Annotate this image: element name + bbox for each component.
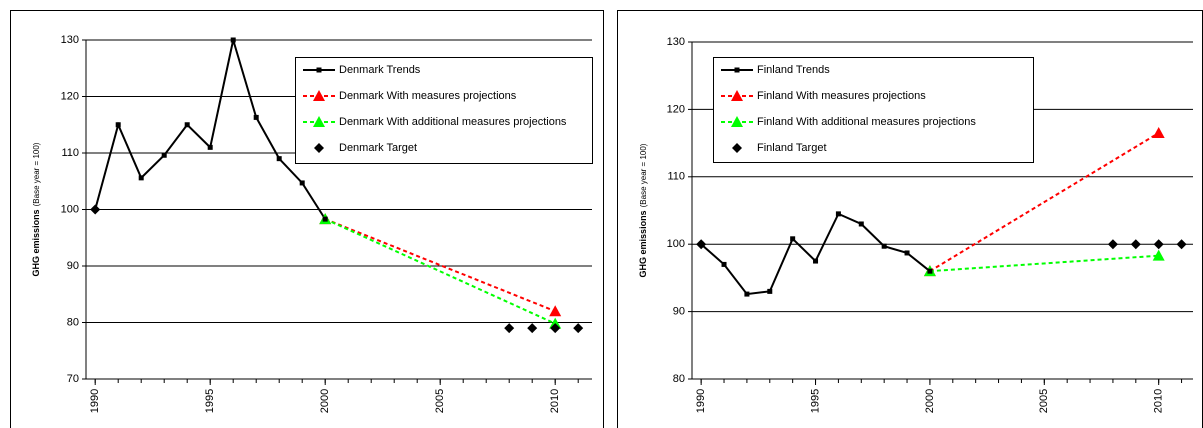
legend-label: Denmark Target xyxy=(339,142,417,154)
legend-label: Denmark With additional measures project… xyxy=(339,116,567,128)
y-tick-label: 110 xyxy=(61,147,79,159)
marker xyxy=(549,305,562,317)
legend-box xyxy=(713,57,1034,163)
series-line xyxy=(929,254,1159,273)
series-line xyxy=(324,218,556,313)
y-tick-label: 100 xyxy=(61,203,79,215)
x-tick-label: 2000 xyxy=(319,389,331,413)
legend-marker xyxy=(731,116,743,127)
y-axis-label-main: GHG emissions xyxy=(638,210,648,277)
marker xyxy=(698,241,704,247)
x-tick-label: 2000 xyxy=(924,389,936,413)
x-tick-label: 2005 xyxy=(434,389,446,413)
legend-box xyxy=(295,57,593,164)
y-tick-label: 130 xyxy=(61,34,79,46)
marker xyxy=(767,288,773,294)
marker xyxy=(1130,239,1141,250)
marker xyxy=(504,323,515,334)
x-tick-label: 1995 xyxy=(204,389,216,413)
y-tick-label: 100 xyxy=(667,238,685,250)
y-tick-label: 90 xyxy=(673,306,685,318)
marker xyxy=(881,243,887,249)
marker xyxy=(858,221,864,227)
y-tick-label: 120 xyxy=(61,90,79,102)
marker xyxy=(138,175,144,181)
legend-marker xyxy=(316,67,322,73)
marker xyxy=(322,216,328,222)
marker xyxy=(230,37,236,43)
marker xyxy=(527,323,538,334)
y-axis-label-main: GHG emissions xyxy=(31,209,41,276)
legend-label: Denmark Trends xyxy=(339,64,421,76)
legend-marker xyxy=(313,116,325,127)
x-tick-label: 1990 xyxy=(695,389,707,413)
y-tick-label: 80 xyxy=(67,316,79,328)
series-line xyxy=(324,218,556,325)
y-tick-label: 90 xyxy=(67,260,79,272)
legend-marker xyxy=(732,143,742,153)
legend-label: Finland With measures projections xyxy=(757,90,926,102)
marker xyxy=(790,236,796,242)
x-tick-label: 2010 xyxy=(1153,389,1165,413)
marker xyxy=(721,261,727,267)
legend-label: Finland With additional measures project… xyxy=(757,116,976,128)
y-tick-label: 110 xyxy=(667,171,685,183)
marker xyxy=(1107,239,1118,250)
legend-label: Finland Target xyxy=(757,142,827,154)
y-axis-label-note: (Base year = 100) xyxy=(639,143,648,207)
marker xyxy=(550,323,561,334)
marker xyxy=(115,122,121,128)
legend-marker xyxy=(731,90,743,101)
x-tick-label: 1995 xyxy=(809,389,821,413)
marker xyxy=(1152,249,1165,261)
y-tick-label: 80 xyxy=(673,373,685,385)
y-axis-label: GHG emissions (Base year = 100) xyxy=(638,143,650,277)
marker xyxy=(253,114,259,120)
x-tick-label: 2010 xyxy=(549,389,561,413)
marker xyxy=(207,144,213,150)
legend-label: Finland Trends xyxy=(757,64,830,76)
marker xyxy=(1152,126,1165,138)
series-line xyxy=(929,132,1160,273)
y-tick-label: 70 xyxy=(67,373,79,385)
y-axis-label: GHG emissions (Base year = 100) xyxy=(31,142,43,276)
legend-marker xyxy=(314,143,324,153)
marker xyxy=(276,156,282,162)
y-tick-label: 130 xyxy=(667,36,685,48)
marker xyxy=(813,258,819,264)
x-tick-label: 2005 xyxy=(1038,389,1050,413)
marker xyxy=(835,211,841,217)
marker xyxy=(161,152,167,158)
marker xyxy=(1176,239,1187,250)
marker xyxy=(927,268,933,274)
marker xyxy=(184,122,190,128)
legend-label: Denmark With measures projections xyxy=(339,90,517,102)
marker xyxy=(92,207,98,212)
y-axis-label-note: (Base year = 100) xyxy=(32,142,41,206)
legend-marker xyxy=(734,67,740,73)
marker xyxy=(573,323,584,334)
legend-marker xyxy=(313,90,325,101)
marker xyxy=(744,291,750,297)
marker xyxy=(299,180,305,186)
x-tick-label: 1990 xyxy=(89,389,101,413)
marker xyxy=(1153,239,1164,250)
marker xyxy=(904,250,910,256)
y-tick-label: 120 xyxy=(667,103,685,115)
marker xyxy=(549,317,562,329)
